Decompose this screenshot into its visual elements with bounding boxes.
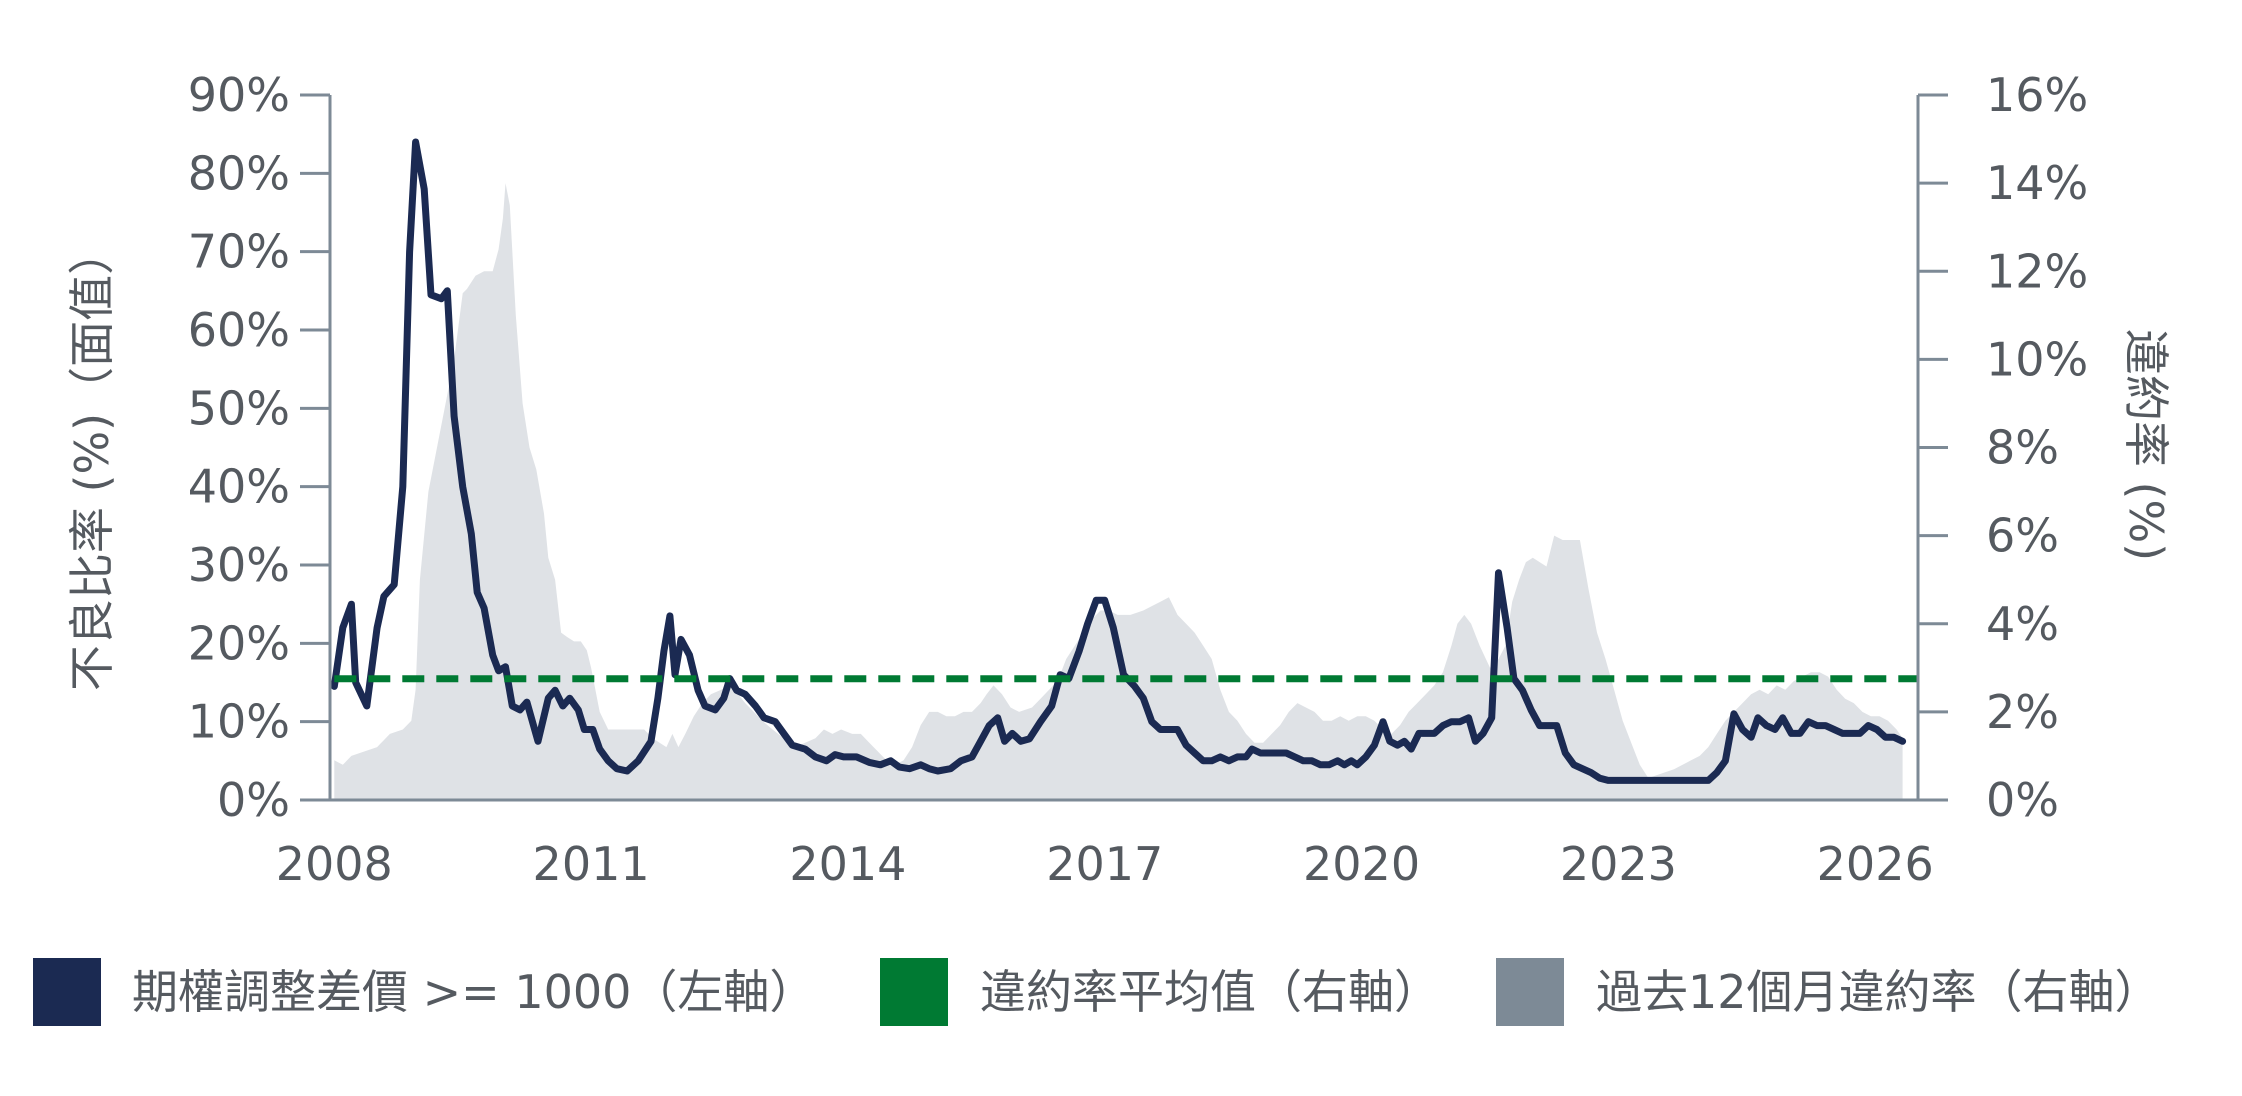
legend-label: 過去12個月違約率（右軸） xyxy=(1596,965,2161,1019)
right-axis-tick-label: 2% xyxy=(1986,685,2059,739)
right-axis-tick-label: 10% xyxy=(1986,332,2088,386)
x-axis-tick-label: 2017 xyxy=(1046,837,1163,891)
x-axis-tick-label: 2023 xyxy=(1560,837,1677,891)
series-area-default-rate-12m xyxy=(334,183,1903,801)
left-axis-tick-label: 70% xyxy=(188,225,290,279)
left-axis-tick-label: 50% xyxy=(188,381,290,435)
x-axis-tick-label: 2026 xyxy=(1817,837,1934,891)
right-axis-tick-label: 0% xyxy=(1986,773,2059,827)
left-axis-tick-label: 10% xyxy=(188,695,290,749)
left-axis-tick-label: 20% xyxy=(188,616,290,670)
axes-layer: 0% 10% 20% 30% 40% 50% 60% 70% 80% 90% 0% 2% 4% 6% 8% 1… xyxy=(65,68,2173,891)
left-axis-tick-label: 80% xyxy=(188,146,290,200)
left-axis-tick-label: 0% xyxy=(217,773,290,827)
x-axis-tick-label: 2008 xyxy=(276,837,393,891)
x-axis-tick-label: 2014 xyxy=(789,837,906,891)
left-axis-tick-label: 40% xyxy=(188,460,290,514)
legend-label: 違約率平均值（右軸） xyxy=(980,965,1440,1019)
left-axis-title: 不良比率 (%)（面值） xyxy=(65,229,119,691)
right-axis-tick-label: 16% xyxy=(1986,68,2088,122)
series-line-oas xyxy=(330,138,1907,784)
legend-label: 期權調整差價 >= 1000（左軸） xyxy=(132,965,815,1019)
legend-swatch xyxy=(1496,958,1564,1026)
legend: 期權調整差價 >= 1000（左軸） 違約率平均值（右軸） 過去12個月違約率（右軸… xyxy=(33,958,2161,1026)
line-layer xyxy=(330,138,1918,784)
legend-swatch xyxy=(880,958,948,1026)
left-axis-tick-label: 90% xyxy=(188,68,290,122)
right-axis-tick-label: 8% xyxy=(1986,421,2059,475)
x-axis-tick-label: 2020 xyxy=(1303,837,1420,891)
x-axis-tick-label: 2011 xyxy=(533,837,650,891)
left-axis-tick-label: 60% xyxy=(188,303,290,357)
right-axis-tick-label: 6% xyxy=(1986,509,2059,563)
left-axis-tick-label: 30% xyxy=(188,538,290,592)
right-axis-tick-label: 12% xyxy=(1986,244,2088,298)
right-axis-tick-label: 4% xyxy=(1986,597,2059,651)
legend-swatch xyxy=(33,958,101,1026)
right-axis-title: 違約率 (%) xyxy=(2119,329,2173,561)
area-layer xyxy=(334,183,1903,801)
right-axis-tick-label: 14% xyxy=(1986,156,2088,210)
